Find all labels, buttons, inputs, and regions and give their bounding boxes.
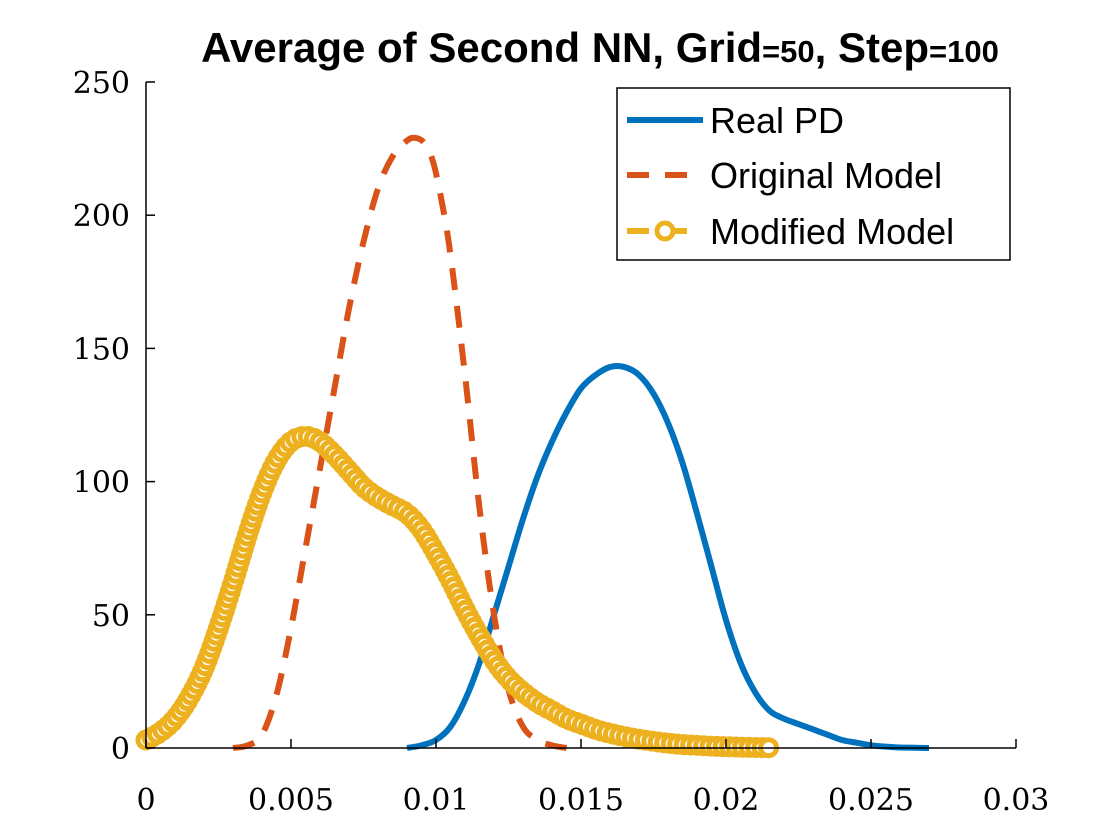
legend: Real PD Original Model Modified Model xyxy=(616,87,1011,261)
series-modified-model xyxy=(135,426,780,759)
plot-lines xyxy=(135,134,930,759)
legend-label-original-model: Original Model xyxy=(710,155,942,196)
x-tick-label: 0.025 xyxy=(828,783,914,818)
title-grid-value: =50 xyxy=(762,34,815,69)
y-tick-label: 100 xyxy=(73,466,130,501)
series-real-pd xyxy=(406,363,930,751)
legend-label-real-pd: Real PD xyxy=(710,100,844,141)
legend-marker-modified-model xyxy=(654,220,676,242)
title-step-value: =100 xyxy=(929,34,999,69)
y-tick-label: 200 xyxy=(73,199,130,234)
y-tick-label: 0 xyxy=(111,732,130,767)
x-tick-label: 0.03 xyxy=(983,783,1050,818)
y-tick-label: 250 xyxy=(73,66,130,101)
y-tick-label: 150 xyxy=(73,332,130,367)
chart-title: Average of Second NN, Grid=50, Step=100 xyxy=(201,24,999,71)
title-main: Average of Second NN, Grid xyxy=(201,24,762,71)
title-step-label: , Step xyxy=(815,24,929,71)
y-tick-label: 50 xyxy=(92,599,130,634)
x-tick-label: 0.02 xyxy=(693,783,760,818)
x-tick-label: 0.005 xyxy=(248,783,334,818)
x-tick-label: 0.015 xyxy=(538,783,624,818)
x-tick-label: 0.01 xyxy=(403,783,470,818)
series-line-real-pd xyxy=(406,363,930,751)
x-tick-label: 0 xyxy=(136,783,155,818)
y-ticks: 0 50 100 150 200 250 xyxy=(73,66,155,767)
x-ticks: 0 0.005 0.01 0.015 0.02 0.025 0.03 xyxy=(136,739,1049,818)
legend-label-modified-model: Modified Model xyxy=(710,211,954,252)
